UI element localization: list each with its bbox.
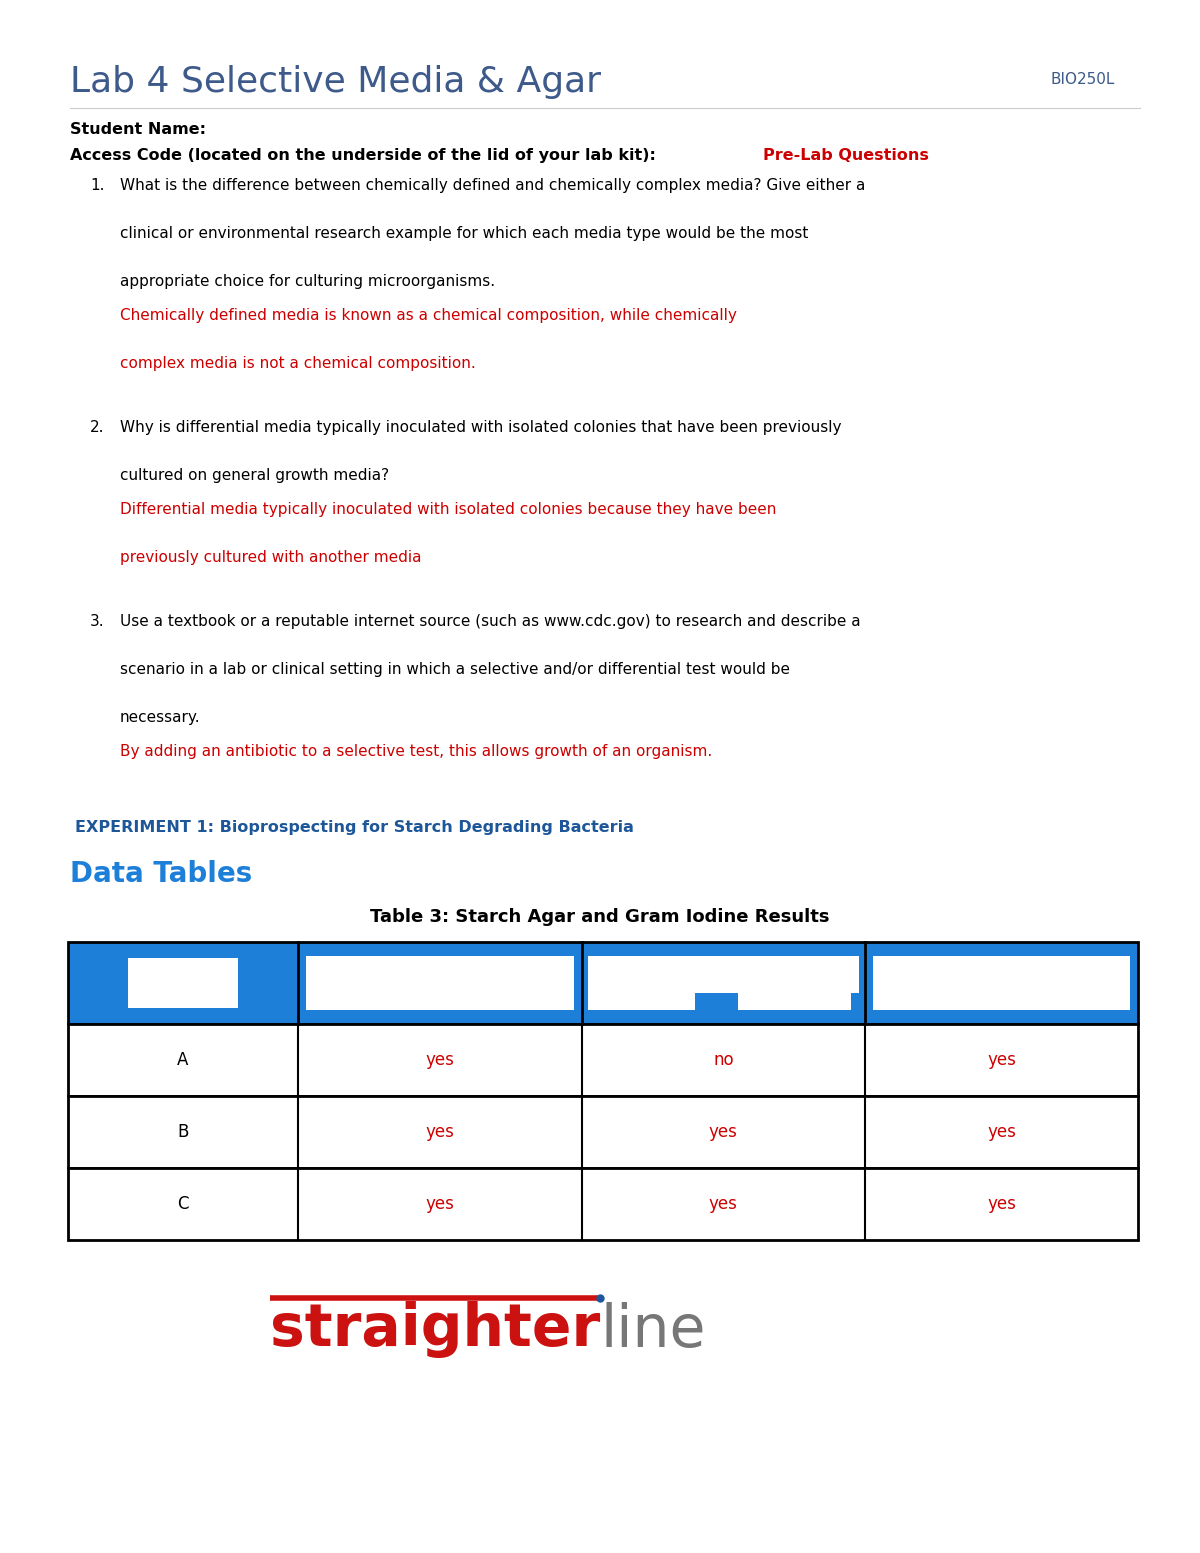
Text: necessary.: necessary.: [120, 710, 200, 725]
Text: yes: yes: [709, 1194, 738, 1213]
Text: scenario in a lab or clinical setting in which a selective and/or differential t: scenario in a lab or clinical setting in…: [120, 662, 790, 677]
Text: yes: yes: [988, 1051, 1016, 1068]
Text: Why is differential media typically inoculated with isolated colonies that have : Why is differential media typically inoc…: [120, 419, 841, 435]
Bar: [68, 1023, 1138, 1096]
Text: yes: yes: [425, 1194, 455, 1213]
Text: Student Name:: Student Name:: [70, 123, 206, 137]
Text: Use a textbook or a reputable internet source (such as www.cdc.gov) to research : Use a textbook or a reputable internet s…: [120, 613, 860, 629]
Text: 1.: 1.: [90, 179, 104, 193]
Text: no: no: [713, 1051, 733, 1068]
Text: cultured on general growth media?: cultured on general growth media?: [120, 467, 389, 483]
Text: yes: yes: [425, 1051, 455, 1068]
Bar: [68, 943, 1138, 1023]
Text: yes: yes: [988, 1194, 1016, 1213]
Text: Access Code (located on the underside of the lid of your lab kit):: Access Code (located on the underside of…: [70, 148, 656, 163]
Text: A: A: [178, 1051, 188, 1068]
Text: By adding an antibiotic to a selective test, this allows growth of an organism.: By adding an antibiotic to a selective t…: [120, 744, 713, 759]
Text: What is the difference between chemically defined and chemically complex media? : What is the difference between chemicall…: [120, 179, 865, 193]
Bar: [306, 957, 574, 1009]
Text: Differential media typically inoculated with isolated colonies because they have: Differential media typically inoculated …: [120, 502, 776, 517]
Text: complex media is not a chemical composition.: complex media is not a chemical composit…: [120, 356, 475, 371]
Text: C: C: [178, 1194, 188, 1213]
Text: B: B: [178, 1123, 188, 1141]
Text: EXPERIMENT 1: Bioprospecting for Starch Degrading Bacteria: EXPERIMENT 1: Bioprospecting for Starch …: [74, 820, 634, 836]
Text: yes: yes: [425, 1123, 455, 1141]
Bar: [68, 1168, 1138, 1239]
Text: 2.: 2.: [90, 419, 104, 435]
Text: Lab 4 Selective Media & Agar: Lab 4 Selective Media & Agar: [70, 65, 601, 99]
Text: 3.: 3.: [90, 613, 104, 629]
Bar: [128, 958, 239, 1008]
Text: yes: yes: [709, 1123, 738, 1141]
Text: Pre-Lab Questions: Pre-Lab Questions: [763, 148, 929, 163]
Bar: [588, 957, 859, 992]
Bar: [68, 1096, 1138, 1168]
Text: straighter: straighter: [270, 1301, 600, 1359]
Text: Table 3: Starch Agar and Gram Iodine Results: Table 3: Starch Agar and Gram Iodine Res…: [371, 909, 829, 926]
Bar: [588, 957, 695, 1009]
Text: line: line: [600, 1301, 706, 1359]
Text: Data Tables: Data Tables: [70, 860, 252, 888]
Text: clinical or environmental research example for which each media type would be th: clinical or environmental research examp…: [120, 227, 809, 241]
Bar: [738, 957, 851, 1009]
Text: appropriate choice for culturing microorganisms.: appropriate choice for culturing microor…: [120, 273, 496, 289]
Bar: [874, 957, 1130, 1009]
Text: Chemically defined media is known as a chemical composition, while chemically: Chemically defined media is known as a c…: [120, 307, 737, 323]
Text: previously cultured with another media: previously cultured with another media: [120, 550, 421, 565]
Text: yes: yes: [988, 1123, 1016, 1141]
Text: BIO250L: BIO250L: [1050, 71, 1115, 87]
